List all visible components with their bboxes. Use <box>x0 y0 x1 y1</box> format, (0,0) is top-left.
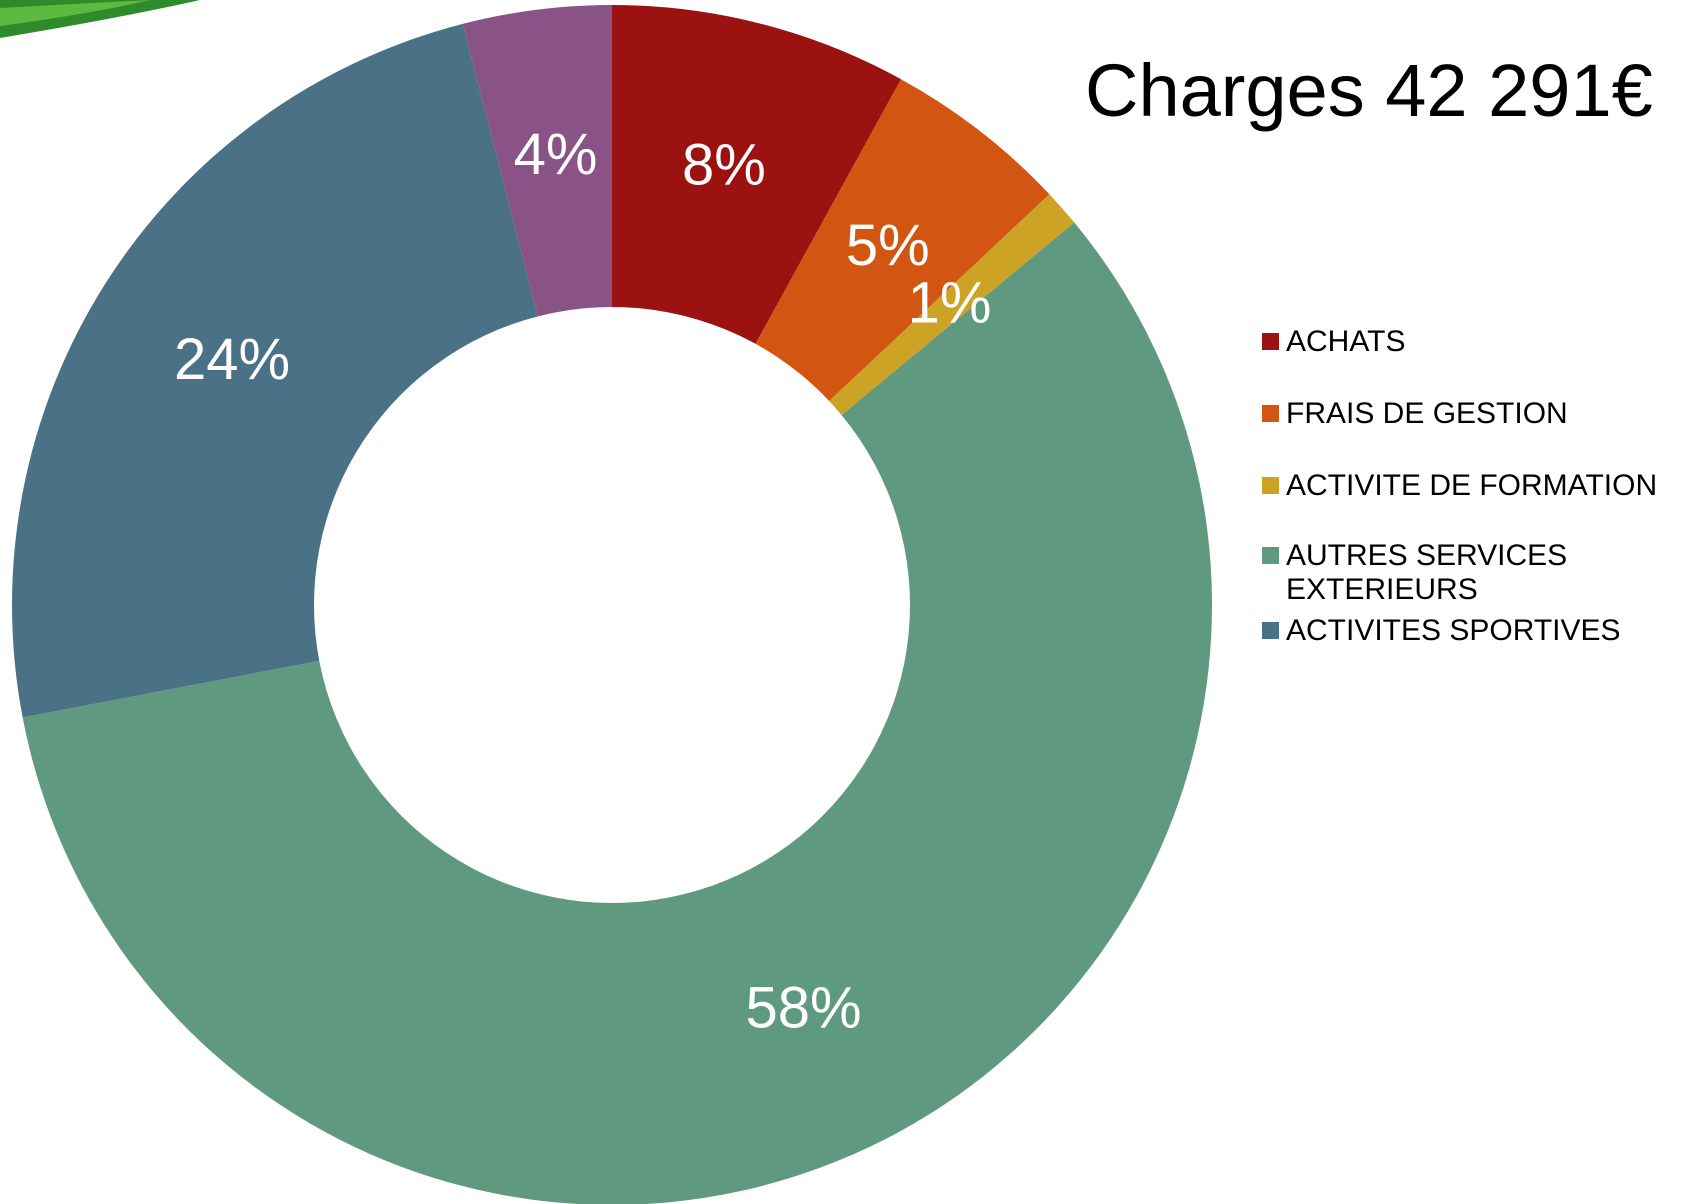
donut-hole <box>314 307 910 903</box>
slice-label-5: 4% <box>514 122 598 187</box>
chart-title: Charges 42 291€ <box>1085 49 1653 132</box>
legend-swatch <box>1262 622 1279 639</box>
legend-label: AUTRES SERVICES EXTERIEURS <box>1286 539 1568 606</box>
slice-label-4: 24% <box>174 327 290 392</box>
legend-label: ACTIVITE DE FORMATION <box>1286 469 1658 502</box>
legend-label: ACHATS <box>1286 325 1406 358</box>
corner-swoosh-highlight <box>0 0 150 26</box>
legend-swatch <box>1262 333 1279 350</box>
legend-label: FRAIS DE GESTION <box>1286 397 1568 430</box>
slice-label-1: 5% <box>846 213 930 278</box>
legend-swatch <box>1262 405 1279 422</box>
slice-label-3: 58% <box>746 976 862 1041</box>
slice-label-2: 1% <box>908 271 992 336</box>
legend-label: ACTIVITES SPORTIVES <box>1286 614 1621 647</box>
legend-swatch <box>1262 477 1279 494</box>
slice-label-0: 8% <box>682 132 766 197</box>
legend-swatch <box>1262 547 1279 564</box>
